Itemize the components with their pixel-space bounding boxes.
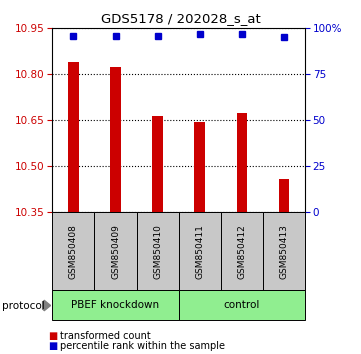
Bar (236, 113, 247, 212)
Bar (221, 212, 263, 290)
Text: GSM850409: GSM850409 (111, 224, 120, 279)
Bar (179, 290, 305, 320)
Text: GSM850408: GSM850408 (69, 224, 78, 279)
Bar (279, 179, 289, 212)
Text: transformed count: transformed count (60, 331, 150, 341)
Text: percentile rank within the sample: percentile rank within the sample (60, 341, 225, 351)
Text: GSM850412: GSM850412 (238, 224, 246, 279)
Bar (179, 212, 221, 290)
Bar (95, 212, 136, 290)
Bar (52, 290, 179, 320)
Text: PBEF knockdown: PBEF knockdown (71, 300, 160, 310)
Text: ■: ■ (48, 341, 57, 351)
Bar (195, 122, 205, 212)
Text: protocol: protocol (2, 301, 44, 310)
Bar (68, 62, 79, 212)
Text: GSM850410: GSM850410 (153, 224, 162, 279)
Text: GDS5178 / 202028_s_at: GDS5178 / 202028_s_at (101, 12, 260, 25)
Text: control: control (224, 300, 260, 310)
Text: GSM850411: GSM850411 (195, 224, 204, 279)
Bar (136, 212, 179, 290)
Bar (152, 116, 163, 212)
Bar (263, 212, 305, 290)
Bar (52, 212, 95, 290)
Bar (110, 67, 121, 212)
Text: ■: ■ (48, 331, 57, 341)
Text: GSM850413: GSM850413 (279, 224, 288, 279)
